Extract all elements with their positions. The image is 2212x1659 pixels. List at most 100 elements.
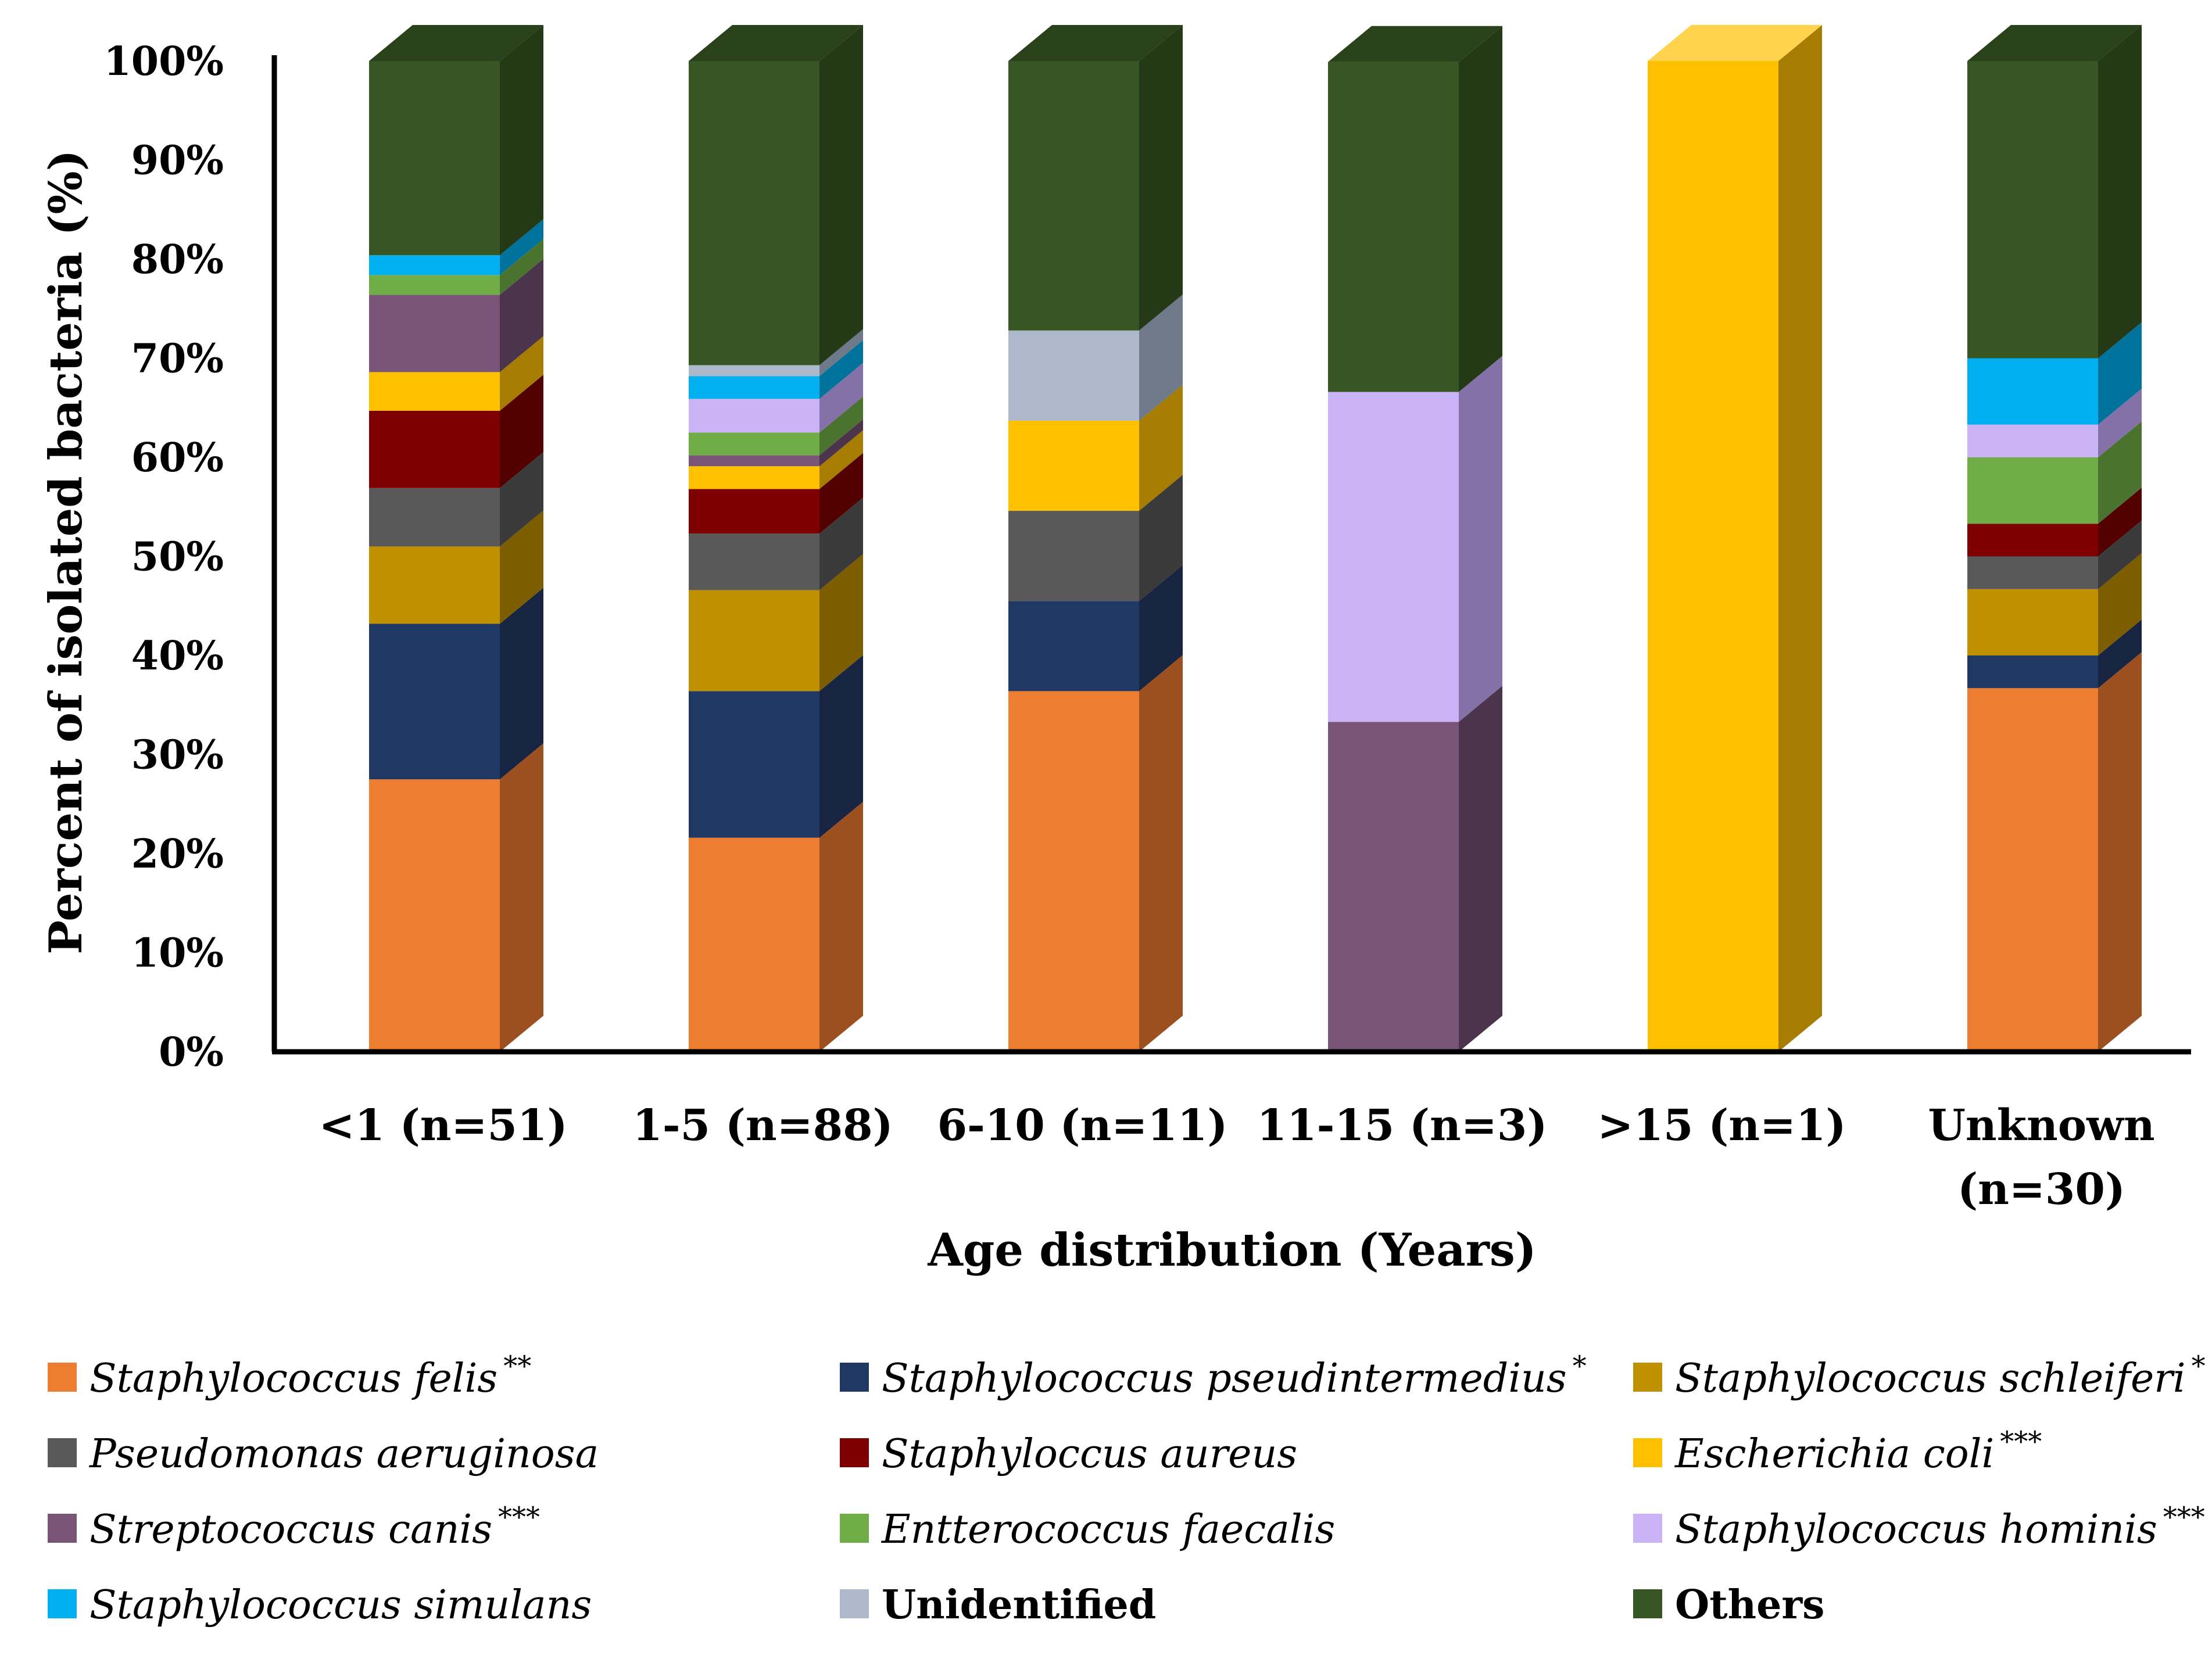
bar-segment-front: [1008, 61, 1139, 331]
bar-segment-front: [1008, 511, 1139, 601]
bar-segment-side: [500, 510, 543, 624]
bar-segment-side: [2098, 619, 2142, 689]
legend-item: Staphylococcus simulans: [48, 1582, 592, 1628]
bar-segment-front: [689, 432, 819, 456]
bar-stack: [1008, 25, 1183, 1052]
bar-segment-side: [1139, 655, 1183, 1052]
bar-stack: [1328, 26, 1502, 1052]
legend: Staphylococcus felis ** Staphylococcus pse…: [48, 1350, 2206, 1628]
bar-stack: [1648, 25, 1822, 1052]
bar-segment-side: [500, 587, 543, 780]
bar-segment-side: [500, 25, 543, 256]
bar-segment-side: [500, 452, 543, 547]
legend-swatch: [840, 1363, 869, 1392]
bar-segment-front: [1008, 601, 1139, 691]
legend-item: Escherichia coli ***: [1633, 1425, 2042, 1477]
bar-top-cap: [1648, 25, 1822, 61]
bar-segment-front: [689, 376, 819, 399]
bar-stack: [689, 25, 863, 1052]
y-tick-label: 70%: [131, 336, 224, 382]
legend-item: Staphylococcus hominis ***: [1633, 1501, 2205, 1553]
bar-top-cap: [1008, 25, 1183, 61]
legend-swatch: [840, 1589, 869, 1618]
bar-segment-front: [1328, 392, 1459, 722]
legend-label: Staphylococcus hominis: [1675, 1507, 2157, 1553]
bar-segment-side: [1778, 25, 1822, 1052]
bar-top-cap: [369, 25, 543, 61]
bar-segment-front: [369, 61, 500, 256]
bar-segment-side: [819, 329, 863, 377]
legend-item: Staphylococcus pseudintermedius *: [840, 1350, 1587, 1402]
bar-segment-front: [369, 255, 500, 275]
bar-segment-side: [819, 554, 863, 691]
bar-segment-side: [819, 430, 863, 489]
bar-segment-side: [819, 453, 863, 534]
bar-segment-front: [1967, 424, 2098, 457]
bar-segment-side: [2098, 520, 2142, 589]
legend-swatch: [1633, 1514, 1662, 1543]
bar-segment-front: [1967, 556, 2098, 589]
bar-segment-side: [819, 801, 863, 1052]
x-tick-label: 1-5 (n=88): [632, 1101, 893, 1151]
bar-segment-side: [2098, 25, 2142, 359]
x-tick-label: <1 (n=51): [318, 1101, 567, 1151]
bar-segment-front: [1328, 722, 1459, 1052]
bar-segment-side: [2098, 652, 2142, 1052]
legend-item: Entterococcus faecalis: [840, 1507, 1335, 1553]
bar-segment-side: [1139, 294, 1183, 421]
bars: [369, 25, 2142, 1052]
bar-segment-front: [1967, 524, 2098, 557]
bar-segment-front: [369, 624, 500, 780]
legend-swatch: [840, 1438, 869, 1467]
bar-segment-side: [2098, 488, 2142, 557]
legend-significance-stars: ***: [2000, 1425, 2042, 1458]
legend-swatch: [1633, 1363, 1662, 1392]
bar-segment-front: [1648, 61, 1778, 1052]
bar-segment-front: [1967, 61, 2098, 359]
x-tick-label: 6-10 (n=11): [937, 1101, 1228, 1151]
legend-item: Pseudomonas aeruginosa: [48, 1431, 599, 1477]
legend-label: Staphyloccus aureus: [882, 1431, 1297, 1477]
y-tick-label: 80%: [131, 237, 224, 283]
legend-label: Unidentified: [882, 1582, 1156, 1628]
legend-item: Streptococcus canis ***: [48, 1501, 540, 1553]
x-tick-label: >15 (n=1): [1597, 1101, 1846, 1151]
x-tick-label: 11-15 (n=3): [1257, 1101, 1548, 1151]
bar-top-cap: [1328, 26, 1502, 62]
bar-segment-front: [1967, 589, 2098, 655]
y-tick-label: 60%: [131, 435, 224, 481]
legend-swatch: [48, 1438, 77, 1467]
x-axis-categories: <1 (n=51) 1-5 (n=88) 6-10 (n=11) 11-15 (n=3…: [318, 1101, 2154, 1214]
legend-significance-stars: **: [503, 1350, 531, 1382]
bar-segment-front: [689, 837, 819, 1052]
bar-segment-side: [1139, 384, 1183, 511]
bar-segment-side: [500, 743, 543, 1052]
legend-swatch: [48, 1589, 77, 1618]
bar-segment-front: [369, 295, 500, 372]
y-tick-label: 10%: [131, 930, 224, 977]
y-tick-label: 100%: [103, 38, 224, 85]
legend-item: Unidentified: [840, 1582, 1156, 1628]
bar-segment-side: [1459, 26, 1502, 392]
legend-label: Staphylococcus pseudintermedius: [882, 1356, 1567, 1402]
bar-segment-front: [369, 488, 500, 547]
x-tick-label: Unknown: [1928, 1101, 2154, 1151]
bar-segment-side: [819, 419, 863, 467]
bar-segment-front: [1008, 691, 1139, 1052]
bar-segment-front: [369, 546, 500, 624]
bar-segment-front: [689, 399, 819, 433]
legend-label: Pseudomonas aeruginosa: [88, 1431, 599, 1477]
bar-top-cap: [1967, 25, 2142, 61]
legend-item: Others: [1633, 1582, 1824, 1628]
bar-segment-side: [1459, 686, 1502, 1052]
bar-segment-side: [819, 340, 863, 399]
legend-label: Staphylococcus schleiferi: [1675, 1356, 2186, 1402]
legend-swatch: [48, 1363, 77, 1392]
y-tick-label: 50%: [131, 534, 224, 581]
legend-label: Escherichia coli: [1674, 1431, 1994, 1477]
bar-segment-side: [500, 219, 543, 275]
bar-segment-front: [689, 533, 819, 590]
legend-swatch: [48, 1514, 77, 1543]
bar-stack: [1967, 25, 2142, 1052]
